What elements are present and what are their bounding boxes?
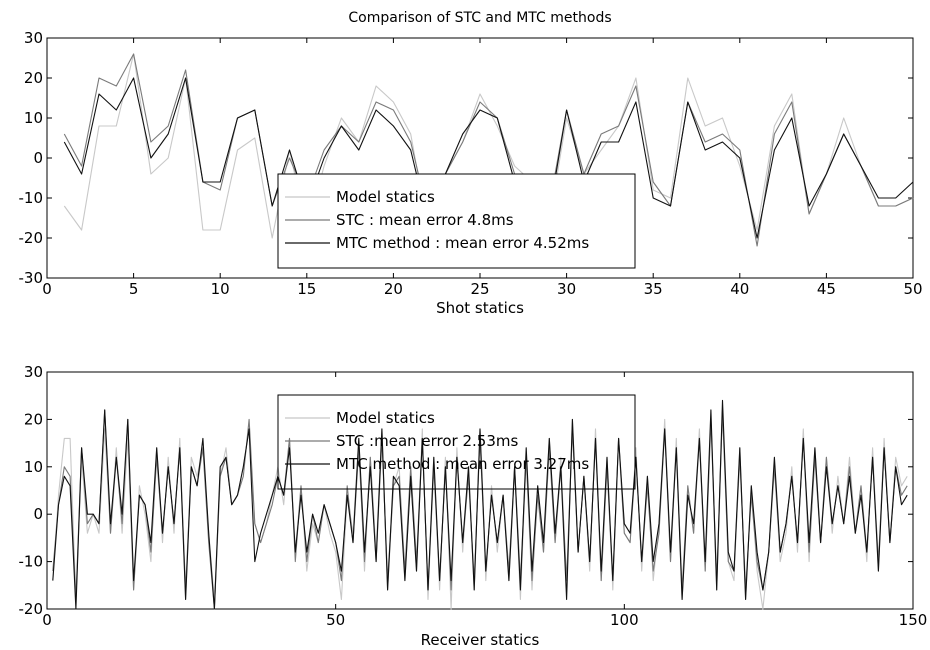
shot-legend-label-3: MTC method : mean error 4.52ms bbox=[336, 234, 589, 252]
receiver-xtick-label: 50 bbox=[326, 611, 345, 629]
shot-xtick-label: 35 bbox=[644, 280, 663, 298]
shot-ytick-label: -30 bbox=[19, 269, 44, 287]
receiver-ytick-label: 0 bbox=[33, 505, 43, 523]
shot-statics-panel: Shot statics 0 5 10 15 20 25 30 35 40 45 50 -30 -20 -… bbox=[19, 29, 923, 317]
receiver-legend: Model statics STC :mean error 2.53ms MTC m… bbox=[277, 394, 636, 490]
shot-ytick-label: -20 bbox=[19, 229, 44, 247]
receiver-ytick-label: -20 bbox=[19, 600, 44, 618]
figure-title: Comparison of STC and MTC methods bbox=[348, 10, 611, 26]
receiver-legend-box bbox=[277, 394, 636, 490]
shot-xtick-label: 20 bbox=[384, 280, 403, 298]
shot-series-line-2 bbox=[63, 53, 914, 247]
receiver-series-line-3 bbox=[52, 399, 908, 610]
shot-ytick-label: -10 bbox=[19, 189, 44, 207]
shot-xtick-label: 30 bbox=[557, 280, 576, 298]
shot-ytick-label: 30 bbox=[24, 29, 43, 47]
receiver-legend-label-2: STC :mean error 2.53ms bbox=[336, 432, 518, 450]
shot-legend: Model statics STC : mean error 4.8ms MTC m… bbox=[277, 173, 636, 269]
receiver-legend-label-3: MTC method : mean error 3.27ms bbox=[336, 455, 589, 473]
receiver-ytick-label: 10 bbox=[24, 458, 43, 476]
shot-statics-xlabel: Shot statics bbox=[436, 299, 524, 317]
shot-xtick-label: 45 bbox=[817, 280, 836, 298]
shot-xtick-label: 0 bbox=[42, 280, 52, 298]
shot-xtick-label: 25 bbox=[470, 280, 489, 298]
receiver-xtick-label: 0 bbox=[42, 611, 52, 629]
shot-xtick-label: 5 bbox=[129, 280, 139, 298]
receiver-statics-xlabel: Receiver statics bbox=[421, 631, 540, 649]
receiver-plot-area bbox=[46, 371, 914, 610]
shot-series-line-3 bbox=[63, 77, 914, 239]
shot-ytick-label: 20 bbox=[24, 69, 43, 87]
receiver-statics-panel: Receiver statics 0 50 100 150 -20 -10 0 10 20 30 M… bbox=[19, 363, 928, 649]
receiver-xtick-label: 100 bbox=[610, 611, 639, 629]
shot-xtick-label: 15 bbox=[297, 280, 316, 298]
shot-legend-label-1: Model statics bbox=[336, 188, 435, 206]
receiver-ytick-label: 30 bbox=[24, 363, 43, 381]
receiver-xtick-label: 150 bbox=[899, 611, 928, 629]
shot-xtick-label: 10 bbox=[211, 280, 230, 298]
shot-xtick-label: 50 bbox=[903, 280, 922, 298]
shot-xtick-label: 40 bbox=[730, 280, 749, 298]
shot-legend-box bbox=[277, 173, 636, 269]
receiver-ytick-label: -10 bbox=[19, 553, 44, 571]
receiver-legend-label-1: Model statics bbox=[336, 409, 435, 427]
shot-ytick-label: 0 bbox=[33, 149, 43, 167]
receiver-ytick-label: 20 bbox=[24, 410, 43, 428]
shot-legend-label-2: STC : mean error 4.8ms bbox=[336, 211, 514, 229]
shot-ytick-label: 10 bbox=[24, 109, 43, 127]
